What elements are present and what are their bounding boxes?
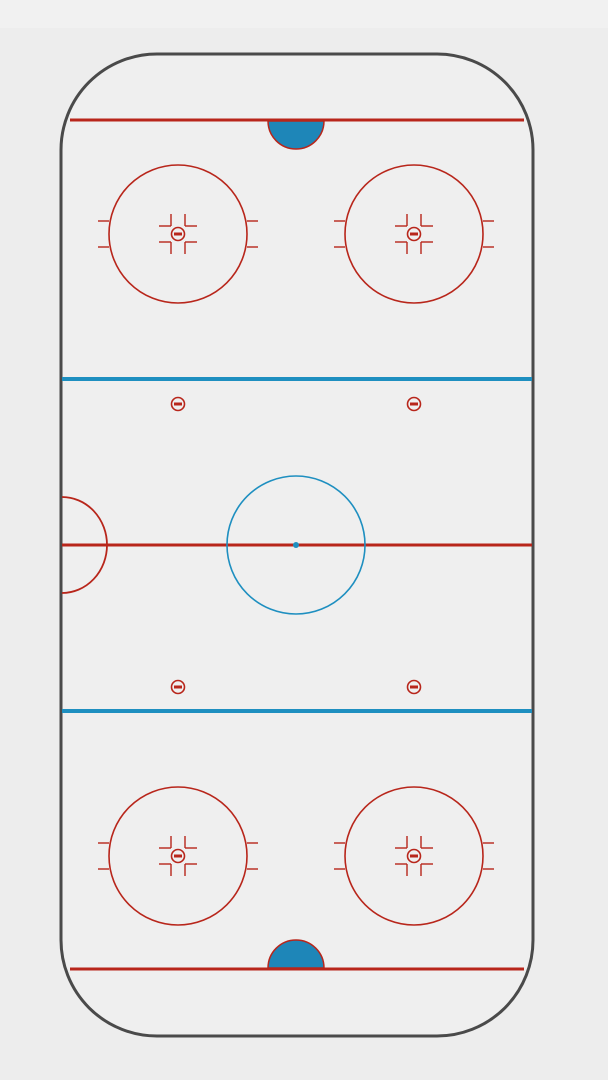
face-off-dot bbox=[406, 226, 422, 242]
neutral-face-off-dot-4 bbox=[406, 679, 422, 695]
center-face-off-circle bbox=[226, 475, 366, 615]
face-off-ring bbox=[108, 786, 248, 926]
face-off-circle-top-right bbox=[334, 164, 494, 304]
face-off-ring bbox=[344, 786, 484, 926]
goal-crease-top bbox=[267, 120, 325, 150]
neutral-zone-face-off-dots bbox=[170, 396, 422, 695]
face-off-ring bbox=[344, 164, 484, 304]
center-face-off-dot bbox=[293, 542, 299, 548]
face-off-dot bbox=[170, 848, 186, 864]
referee-crease bbox=[61, 496, 108, 594]
neutral-face-off-dot-2 bbox=[406, 396, 422, 412]
face-off-dot bbox=[170, 226, 186, 242]
face-off-ring bbox=[108, 164, 248, 304]
goal-crease-bottom bbox=[267, 939, 325, 969]
end-zone-face-off-circles bbox=[98, 164, 494, 926]
face-off-circle-top-left bbox=[98, 164, 258, 304]
face-off-circle-bottom-right bbox=[334, 786, 494, 926]
neutral-face-off-dot-1 bbox=[170, 396, 186, 412]
neutral-face-off-dot-3 bbox=[170, 679, 186, 695]
face-off-circle-bottom-left bbox=[98, 786, 258, 926]
face-off-dot bbox=[406, 848, 422, 864]
